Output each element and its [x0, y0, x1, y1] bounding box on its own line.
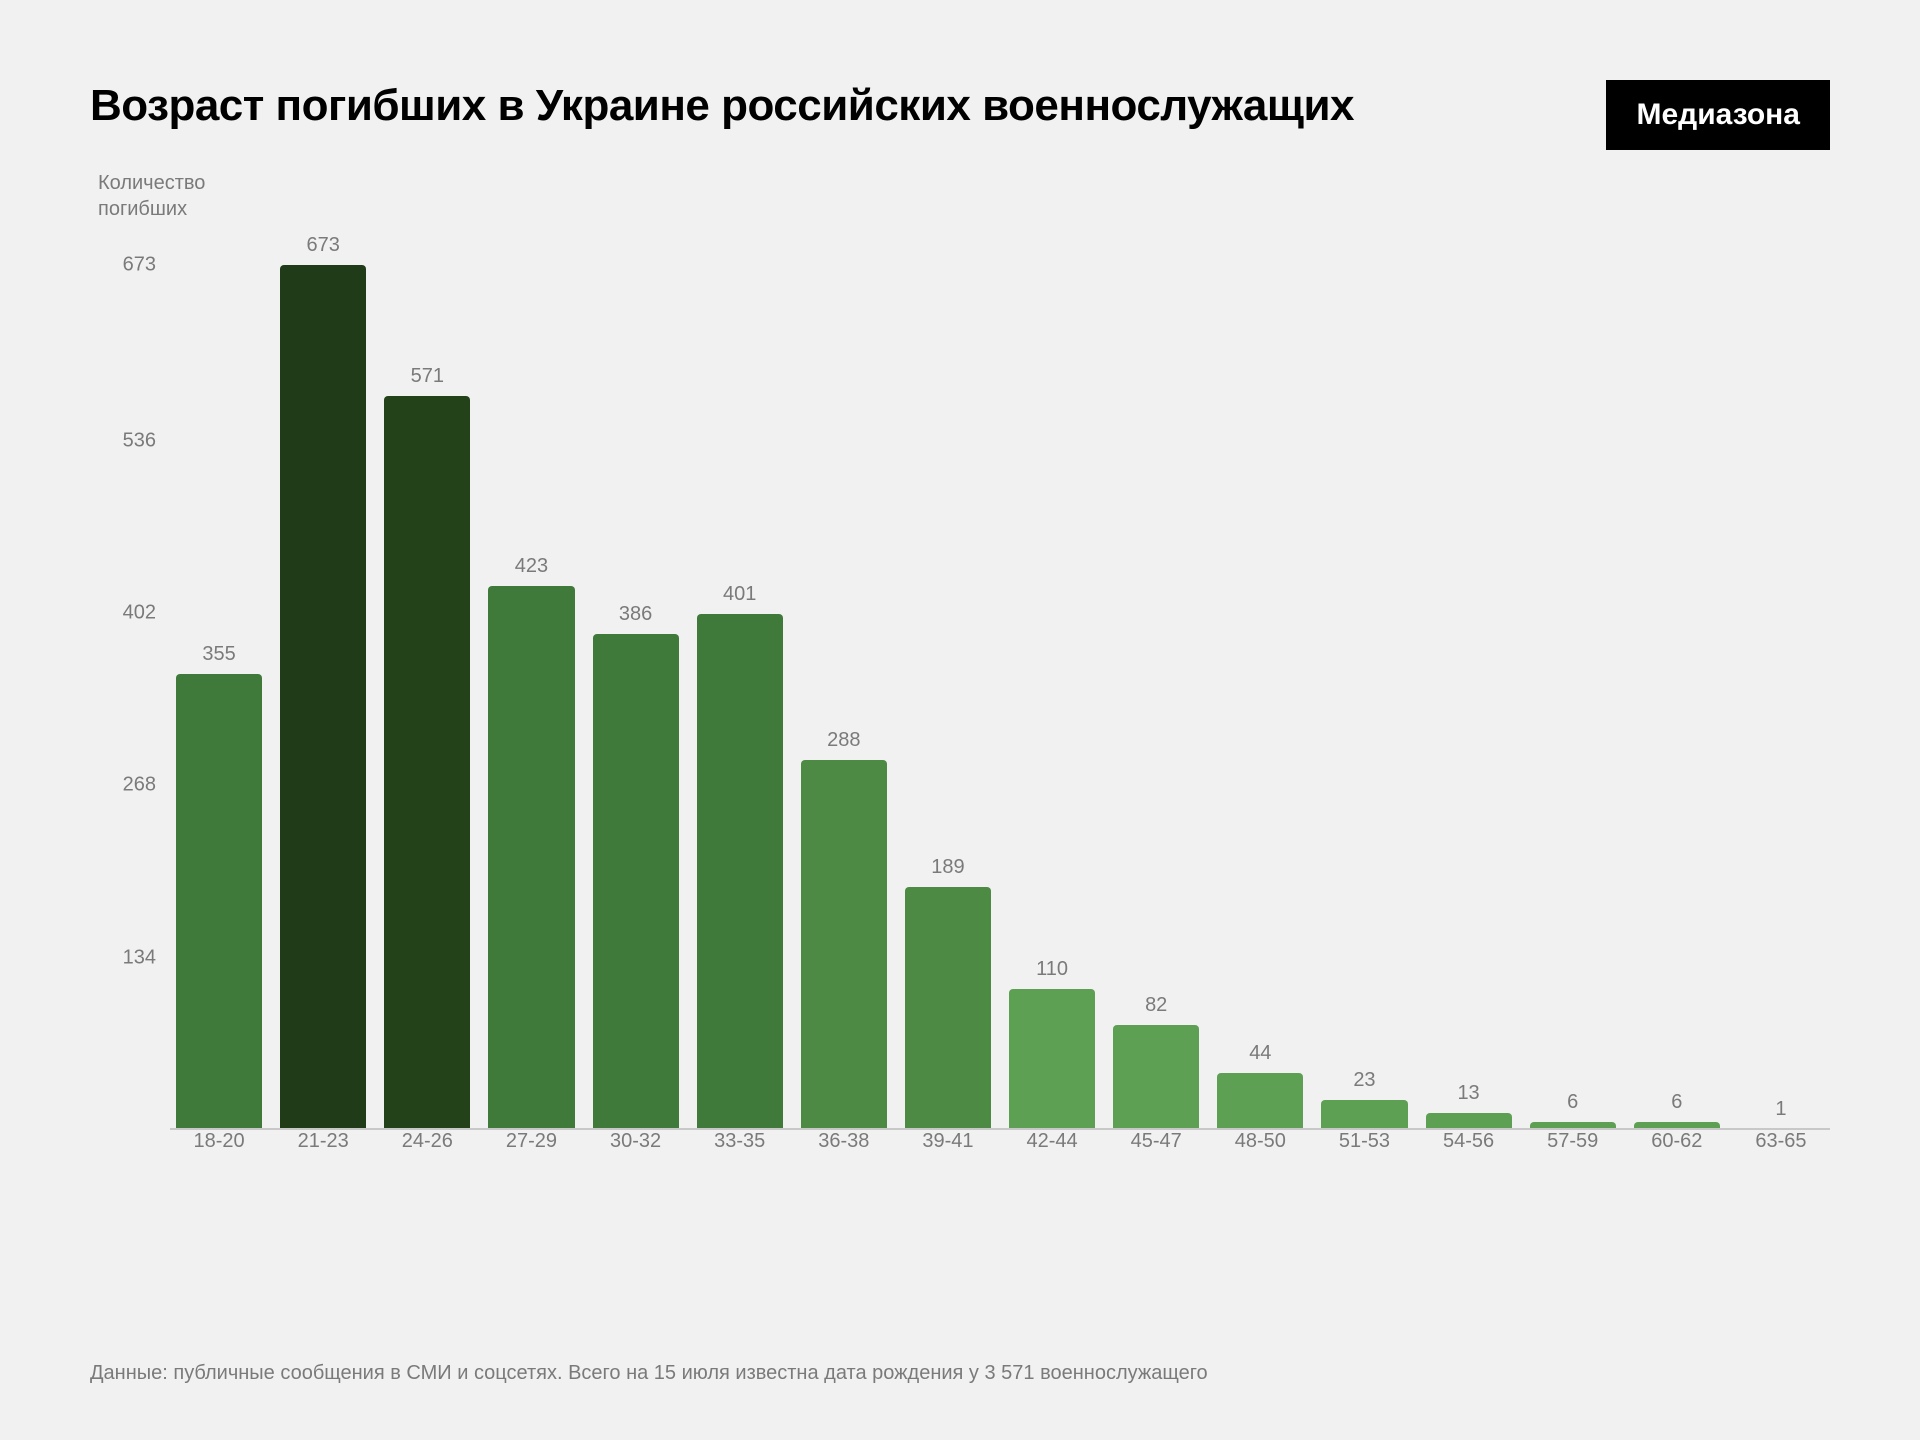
x-tick: 57-59: [1530, 1130, 1616, 1230]
bar: [280, 265, 366, 1130]
bar-slot: 189: [905, 230, 991, 1130]
bar-value-label: 386: [619, 603, 652, 626]
x-tick: 48-50: [1217, 1130, 1303, 1230]
bar-value-label: 6: [1567, 1091, 1578, 1114]
bar: [488, 586, 574, 1130]
chart-page: Возраст погибших в Украине российских во…: [0, 0, 1920, 1440]
bar-value-label: 189: [931, 856, 964, 879]
y-axis: 673 536 402 268 134: [90, 230, 170, 1130]
chart-area: 673 536 402 268 134 355 673 571 423 386 401 288 189…: [90, 230, 1830, 1230]
bar-slot: 571: [384, 230, 470, 1130]
x-tick: 39-41: [905, 1130, 991, 1230]
x-tick: 33-35: [697, 1130, 783, 1230]
chart-title: Возраст погибших в Украине российских во…: [90, 80, 1354, 133]
bar-value-label: 571: [411, 365, 444, 388]
y-axis-title: Количествопогибших: [98, 170, 1830, 222]
bar-value-label: 288: [827, 729, 860, 752]
x-tick: 30-32: [593, 1130, 679, 1230]
y-tick: 268: [123, 774, 156, 797]
bar: [905, 887, 991, 1130]
x-tick: 27-29: [488, 1130, 574, 1230]
bar: [801, 760, 887, 1130]
x-tick: 24-26: [384, 1130, 470, 1230]
y-tick: 402: [123, 602, 156, 625]
x-axis: 18-2021-2324-2627-2930-3233-3536-3839-41…: [170, 1112, 1830, 1230]
x-tick: 63-65: [1738, 1130, 1824, 1230]
bar: [384, 396, 470, 1130]
header-row: Возраст погибших в Украине российских во…: [90, 80, 1830, 150]
bar-slot: 6: [1530, 230, 1616, 1130]
y-tick: 134: [123, 946, 156, 969]
bar-value-label: 401: [723, 583, 756, 606]
x-tick: 60-62: [1634, 1130, 1720, 1230]
bar-value-label: 13: [1457, 1082, 1479, 1105]
publisher-logo: Медиазона: [1606, 80, 1830, 150]
y-tick: 673: [123, 253, 156, 276]
bar: [1009, 989, 1095, 1130]
x-tick: 21-23: [280, 1130, 366, 1230]
bar-value-label: 110: [1036, 958, 1068, 981]
bar-slot: 386: [593, 230, 679, 1130]
x-tick: 42-44: [1009, 1130, 1095, 1230]
bar-value-label: 355: [202, 643, 235, 666]
bar-slot: 44: [1217, 230, 1303, 1130]
bar-value-label: 673: [307, 234, 340, 257]
bar: [697, 614, 783, 1130]
bar: [176, 674, 262, 1130]
x-tick: 36-38: [801, 1130, 887, 1230]
bar-slot: 401: [697, 230, 783, 1130]
x-tick: 18-20: [176, 1130, 262, 1230]
bar-slot: 288: [801, 230, 887, 1130]
bar-slot: 423: [488, 230, 574, 1130]
bar-slot: 6: [1634, 230, 1720, 1130]
bar-slot: 13: [1426, 230, 1512, 1130]
bar-value-label: 23: [1353, 1069, 1375, 1092]
bar-value-label: 44: [1249, 1042, 1271, 1065]
x-tick: 45-47: [1113, 1130, 1199, 1230]
bar: [593, 634, 679, 1130]
bars-container: 355 673 571 423 386 401 288 189 110 82 44 23 13 6 6 1: [170, 230, 1830, 1130]
plot-area: 355 673 571 423 386 401 288 189 110 82 44 23 13 6 6 1: [170, 230, 1830, 1130]
x-tick: 54-56: [1426, 1130, 1512, 1230]
bar-slot: 82: [1113, 230, 1199, 1130]
bar-slot: 110: [1009, 230, 1095, 1130]
footnote: Данные: публичные сообщения в СМИ и соцс…: [90, 1362, 1208, 1385]
bar-value-label: 423: [515, 555, 548, 578]
bar-slot: 355: [176, 230, 262, 1130]
bar-value-label: 82: [1145, 994, 1167, 1017]
bar-value-label: 6: [1671, 1091, 1682, 1114]
bar-slot: 673: [280, 230, 366, 1130]
y-tick: 536: [123, 429, 156, 452]
x-tick: 51-53: [1321, 1130, 1407, 1230]
bar-slot: 23: [1321, 230, 1407, 1130]
bar-slot: 1: [1738, 230, 1824, 1130]
